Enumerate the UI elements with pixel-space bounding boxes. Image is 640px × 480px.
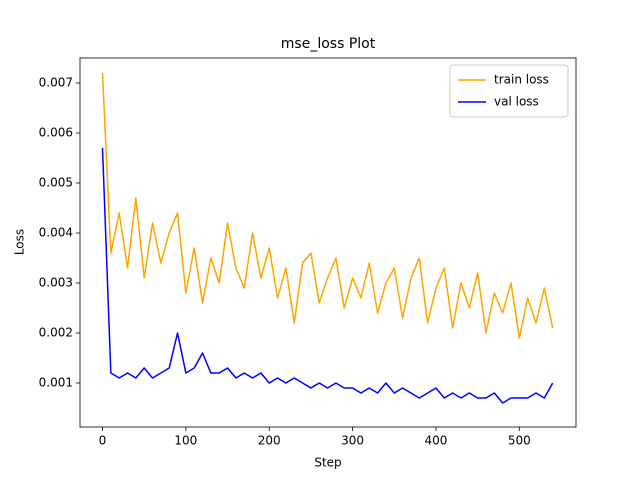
y-tick-label: 0.007 bbox=[39, 76, 73, 90]
y-tick-label: 0.006 bbox=[39, 126, 73, 140]
y-tick-label: 0.002 bbox=[39, 326, 73, 340]
x-tick-label: 300 bbox=[341, 434, 364, 448]
y-axis-label: Loss bbox=[13, 229, 27, 255]
x-tick-label: 400 bbox=[424, 434, 447, 448]
chart-title: mse_loss Plot bbox=[281, 36, 376, 52]
x-tick-label: 200 bbox=[258, 434, 281, 448]
legend-label: train loss bbox=[494, 73, 549, 87]
y-tick-label: 0.005 bbox=[39, 176, 73, 190]
x-tick-label: 100 bbox=[174, 434, 197, 448]
plot-frame bbox=[79, 57, 577, 428]
y-tick-label: 0.001 bbox=[39, 376, 73, 390]
legend-box bbox=[449, 64, 569, 118]
y-tick-label: 0.003 bbox=[39, 276, 73, 290]
x-tick-label: 500 bbox=[508, 434, 531, 448]
series-line bbox=[101, 147, 554, 404]
y-tick-label: 0.004 bbox=[39, 226, 73, 240]
x-tick-label: 0 bbox=[99, 434, 107, 448]
legend-label: val loss bbox=[494, 95, 539, 109]
x-axis-label: Step bbox=[314, 456, 341, 470]
series-line bbox=[101, 72, 554, 339]
